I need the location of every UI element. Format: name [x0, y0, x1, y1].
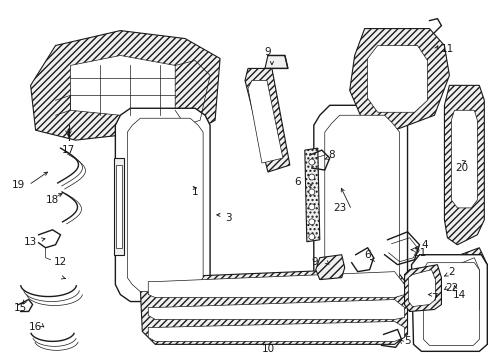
Polygon shape: [244, 68, 289, 172]
Text: 22: 22: [444, 283, 457, 293]
Polygon shape: [70, 55, 175, 115]
Text: 21: 21: [412, 248, 425, 258]
Text: 10: 10: [261, 345, 274, 354]
Polygon shape: [115, 108, 210, 302]
Polygon shape: [407, 270, 435, 306]
Text: 17: 17: [62, 145, 75, 155]
Polygon shape: [116, 165, 122, 248]
Text: 11: 11: [440, 44, 453, 54]
Polygon shape: [148, 300, 404, 319]
Text: 1: 1: [191, 187, 198, 197]
Polygon shape: [140, 268, 407, 345]
Polygon shape: [304, 148, 319, 242]
Polygon shape: [315, 255, 344, 280]
Text: 9: 9: [264, 48, 271, 58]
Polygon shape: [148, 321, 404, 341]
Text: 4: 4: [420, 240, 427, 250]
Text: 16: 16: [29, 323, 42, 332]
Polygon shape: [31, 31, 220, 140]
Text: 23: 23: [332, 203, 346, 213]
Polygon shape: [114, 158, 124, 255]
Text: 2: 2: [447, 267, 454, 276]
Text: 14: 14: [452, 289, 465, 300]
Polygon shape: [349, 28, 448, 130]
Polygon shape: [264, 55, 287, 68]
Text: 5: 5: [404, 336, 410, 346]
Circle shape: [308, 219, 314, 225]
Text: 19: 19: [12, 180, 25, 190]
Polygon shape: [450, 258, 478, 321]
Polygon shape: [404, 265, 441, 311]
Polygon shape: [127, 118, 203, 292]
Polygon shape: [411, 255, 487, 351]
Polygon shape: [450, 110, 476, 208]
Text: 6: 6: [294, 177, 301, 187]
Text: 7: 7: [430, 293, 437, 302]
Circle shape: [308, 174, 314, 180]
Text: 18: 18: [46, 195, 59, 205]
Polygon shape: [447, 248, 487, 329]
Circle shape: [308, 234, 314, 240]
Text: 6: 6: [364, 250, 370, 260]
Text: 12: 12: [54, 257, 67, 267]
Polygon shape: [247, 80, 283, 163]
Text: 8: 8: [328, 150, 334, 160]
Circle shape: [308, 159, 314, 165]
Text: 9: 9: [311, 257, 318, 267]
Polygon shape: [313, 105, 407, 302]
Polygon shape: [324, 115, 399, 292]
Polygon shape: [423, 263, 478, 345]
Text: 3: 3: [224, 213, 231, 223]
Text: 15: 15: [14, 302, 27, 312]
Polygon shape: [444, 85, 483, 245]
Polygon shape: [367, 45, 427, 112]
Circle shape: [308, 189, 314, 195]
Text: 20: 20: [454, 163, 467, 173]
Circle shape: [308, 204, 314, 210]
Polygon shape: [148, 272, 404, 298]
Text: 13: 13: [24, 237, 37, 247]
